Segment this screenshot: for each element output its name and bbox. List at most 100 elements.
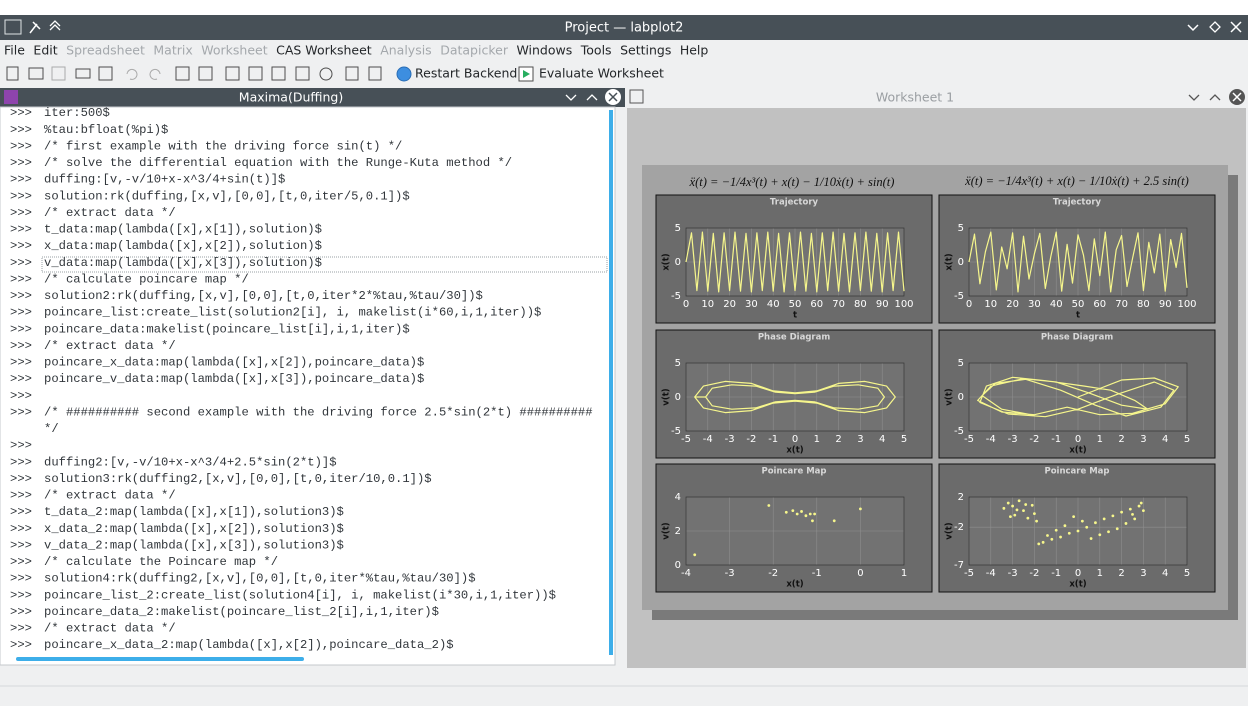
data-point [1009,515,1012,519]
data-point [1033,512,1036,516]
x-tick-label: 30 [1028,299,1041,310]
data-point [1072,515,1076,519]
data-point [1067,531,1071,535]
code-line: solution4:rk(duffing2,[x,v],[0,0],[t,0,i… [44,572,476,586]
minimize-button[interactable] [1187,24,1199,32]
x-tick-label: 0 [792,434,798,445]
menu-item[interactable]: Worksheet [201,43,267,58]
x-tick-label: 4 [1162,434,1168,445]
cas-icon[interactable] [319,67,333,81]
code-line: /* extract data */ [44,339,176,353]
data-point [1015,508,1019,512]
x-tick-label: 100 [1177,299,1196,310]
code-line: v_data:map(lambda([x],x[3]),solution)$ [44,256,322,270]
menu-item[interactable]: Edit [33,43,57,58]
y-tick-label: -5 [954,291,964,302]
folder-icon[interactable] [225,66,240,81]
new-icon[interactable] [6,66,19,81]
data-point [1035,519,1038,523]
open-icon[interactable] [28,67,44,80]
pin-button[interactable] [29,21,41,34]
print-preview-icon[interactable] [98,66,113,81]
prompt: >>> [10,638,32,652]
toolbar-button[interactable]: Restart Backend [415,66,517,81]
x-tick-label: 0 [966,299,972,310]
title-bar [0,15,1248,40]
code-line: x_data:map(lambda([x],x[2]),solution)$ [44,239,322,253]
redo-icon[interactable] [149,68,161,80]
menu-item[interactable]: Analysis [380,43,432,58]
import-icon[interactable] [345,66,359,81]
data-point [1059,535,1062,539]
x-tick-label: 80 [1137,299,1150,310]
menu-item[interactable]: Settings [620,43,671,58]
x-axis-label: x(t) [786,580,803,590]
data-point [1128,507,1132,511]
code-line: solution:rk(duffing,[x,v],[0,0],[t,0,ite… [44,189,410,203]
close-glyph [608,92,618,102]
list-icon[interactable] [198,66,213,81]
x-tick-label: -2 [746,434,756,445]
y-tick-label: 0 [675,560,681,571]
data-point [1063,524,1067,528]
menu-item[interactable]: Help [680,43,709,58]
export-icon[interactable] [368,66,382,81]
x-tick-label: 5 [1184,434,1190,445]
menu-item[interactable]: Tools [580,43,612,58]
dock-buttons[interactable] [565,94,598,101]
keep-above-button[interactable] [49,20,61,31]
x-tick-label: 90 [1159,299,1172,310]
prompt: >>> [10,256,32,270]
y-tick-label: 5 [958,358,964,369]
close-button[interactable] [1230,21,1242,33]
menu-item[interactable]: Matrix [153,43,192,58]
data-point [791,509,795,512]
worksheet-header [627,88,1248,107]
worksheet-buttons[interactable] [1188,94,1221,101]
data-point [1089,537,1093,540]
prompt: >>> [10,206,32,220]
menu-item[interactable]: Spreadsheet [66,43,145,58]
code-editor[interactable] [0,106,616,666]
save-icon[interactable] [51,66,66,81]
undo-icon[interactable] [126,68,138,80]
matrix-icon[interactable] [271,66,286,81]
x-tick-label: -5 [964,434,974,445]
data-point [1050,537,1054,541]
y-tick-label: -5 [671,426,681,437]
code-line: poincare_data_2:makelist(poincare_list_2… [44,605,439,619]
x-tick-label: 10 [701,299,714,310]
data-point [1137,504,1141,508]
data-point [1054,528,1058,532]
restart-icon[interactable] [396,66,412,82]
worksheet-icon[interactable] [295,66,310,81]
menu-item[interactable]: Windows [516,43,572,58]
x-tick-label: -1 [1051,568,1061,579]
x-tick-label: -1 [812,568,822,579]
data-point [1022,509,1025,512]
maximize-button[interactable] [1209,21,1221,33]
toolbar [6,66,534,82]
x-tick-label: -2 [1029,568,1039,579]
data-point [1133,517,1137,521]
toolbar-button[interactable]: Evaluate Worksheet [539,66,664,81]
data-point [1142,509,1145,512]
code-line: duffing2:[v,-v/10+x-x^3/4+2.5*sin(2*t)]$ [44,455,337,469]
tree-icon[interactable] [175,66,190,81]
menu-item[interactable]: File [4,43,25,58]
play-glyph [523,70,530,78]
menu-item[interactable]: Datapicker [440,43,509,58]
menu-item[interactable]: CAS Worksheet [276,43,372,58]
x-tick-label: 40 [767,299,780,310]
prompt: >>> [10,322,32,336]
vertical-scrollbar[interactable] [609,110,613,655]
code-line: */ [44,422,59,436]
print-icon[interactable] [75,68,91,79]
code-line: /* solve the differential equation with … [44,156,512,170]
x-tick-label: -1 [768,434,778,445]
horizontal-scrollbar[interactable] [16,657,304,661]
data-point [784,510,788,514]
x-tick-label: -5 [964,568,974,579]
spreadsheet-icon[interactable] [248,66,263,81]
prompt: >>> [10,339,32,353]
